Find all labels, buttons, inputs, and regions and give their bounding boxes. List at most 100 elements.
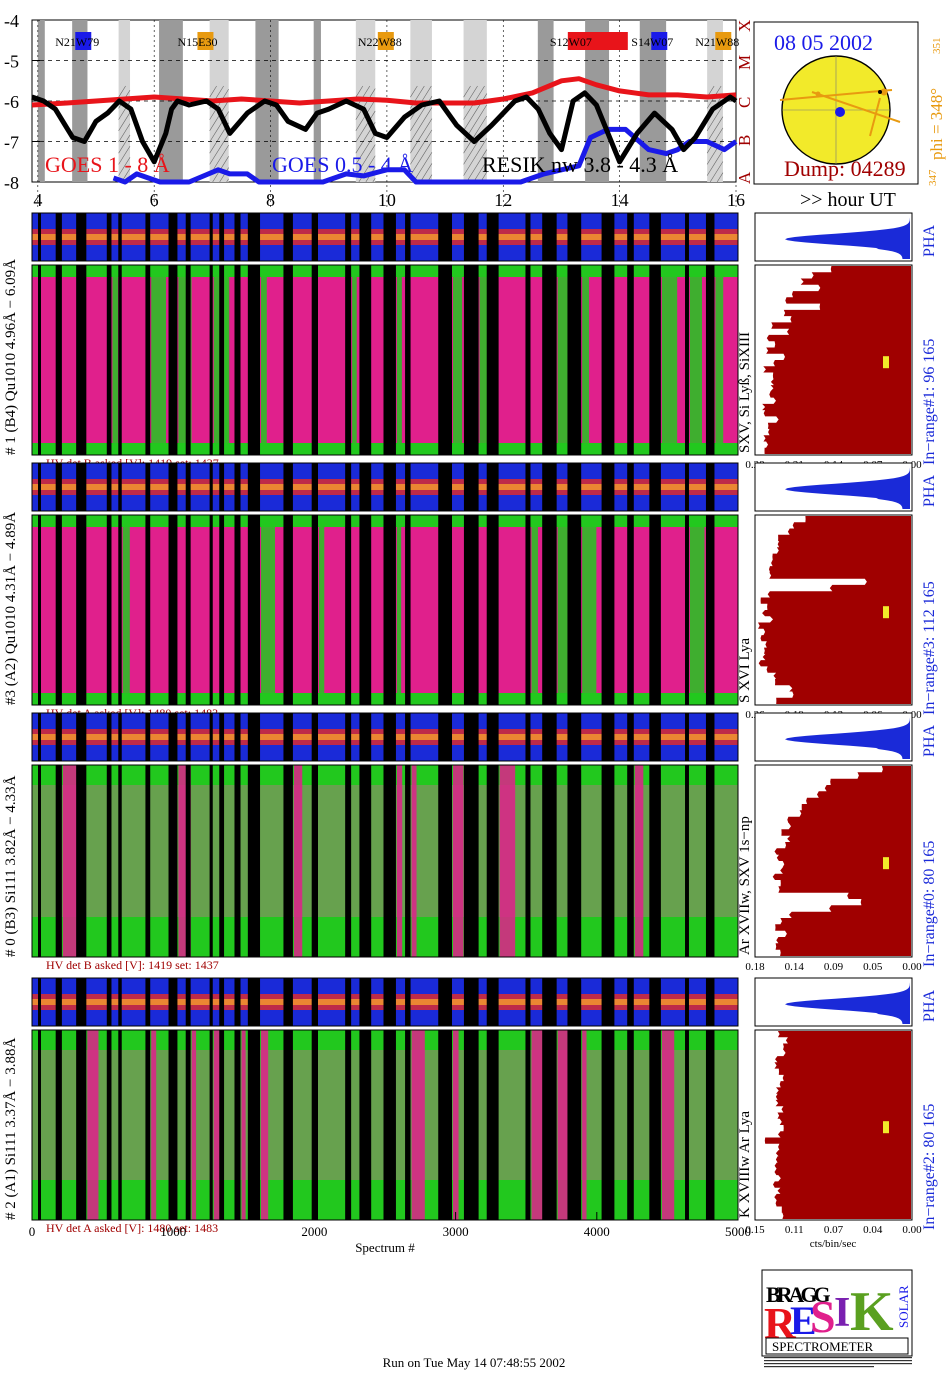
gap-stripe	[106, 978, 112, 1026]
gap-stripe	[627, 765, 634, 957]
gap-stripe	[525, 213, 531, 261]
map-column	[453, 765, 464, 957]
gap-stripe	[601, 713, 615, 761]
phi-text: phi = 348°	[927, 88, 946, 160]
goes-hatch	[355, 133, 376, 165]
goes-class-text: X	[735, 20, 754, 32]
gap-stripe	[542, 265, 557, 455]
gap-stripe	[567, 978, 582, 1026]
gap-stripe	[219, 765, 225, 957]
profile-xtick: 0.09	[824, 961, 844, 973]
gap-stripe	[76, 713, 87, 761]
gap-stripe	[627, 463, 634, 511]
gap-stripe	[168, 265, 178, 455]
goes-hatch	[209, 133, 229, 165]
gap-stripe	[685, 463, 689, 511]
goes-xtick-label: 12	[494, 190, 512, 210]
gap-stripe	[247, 978, 261, 1026]
gap-stripe	[649, 765, 661, 957]
gap-stripe	[567, 463, 582, 511]
logo-banner	[765, 1337, 909, 1355]
gap-stripe	[234, 713, 241, 761]
map-column	[261, 265, 267, 455]
detector-label: #3 (A2) Qu1010 4.31Å − 4.89Å	[3, 511, 19, 705]
goes-hatch	[209, 88, 229, 120]
pha-frame	[31, 712, 739, 762]
gap-stripe	[118, 765, 122, 957]
gap-stripe	[525, 1030, 531, 1220]
gap-stripe	[311, 515, 318, 705]
gap-stripe	[383, 1030, 396, 1220]
gap-stripe	[542, 713, 557, 761]
profile-xtick: 0.15	[745, 1224, 765, 1236]
map-column	[453, 265, 463, 455]
goes-class-label: C	[735, 97, 754, 108]
gap-stripe	[106, 515, 112, 705]
gap-stripe	[106, 713, 112, 761]
goes-hatch	[420, 163, 433, 183]
goes-hatch	[410, 140, 433, 176]
spectrum-tick-label: 0	[29, 1224, 36, 1239]
gap-stripe	[649, 515, 661, 705]
gap-stripe	[118, 213, 122, 261]
map-frame	[31, 1029, 739, 1221]
map-column	[661, 1030, 675, 1220]
gap-stripe	[383, 265, 396, 455]
gap-stripe	[106, 213, 112, 261]
gap-stripe	[55, 265, 62, 455]
gap-stripe	[234, 1030, 241, 1220]
region-swatch	[651, 32, 668, 50]
profile-axis-label: cts/bin/sec	[810, 1238, 857, 1250]
gap-stripe	[627, 515, 634, 705]
gap-stripe	[345, 463, 352, 511]
region-swatch	[715, 32, 732, 50]
goes-class-text: C	[735, 97, 754, 108]
gap-stripe	[627, 1030, 634, 1220]
gap-stripe	[542, 978, 557, 1026]
inrange-label: In−range#3: 112 165	[921, 581, 938, 715]
run-timestamp: Run on Tue May 14 07:48:55 2002	[382, 1355, 566, 1370]
goes-hatch	[118, 145, 131, 165]
region-marker-3	[878, 90, 882, 94]
gap-stripe	[627, 213, 634, 261]
region-label: S14W07	[631, 35, 673, 49]
gap-stripe	[219, 515, 225, 705]
gap-stripe	[705, 213, 715, 261]
logo-solar: SOLAR	[896, 1285, 911, 1328]
logo-solar-text: SOLAR	[896, 1285, 911, 1328]
gap-stripe	[219, 265, 225, 455]
gap-stripe	[209, 213, 213, 261]
gap-stripe	[38, 265, 42, 455]
map-column	[689, 265, 702, 455]
spectral-lines-label: SXV, Si Lyß, SiXIII	[737, 332, 753, 453]
logo-spectrometer: SPECTROMETER	[772, 1339, 873, 1354]
gap-stripe	[311, 1030, 318, 1220]
gap-stripe	[345, 515, 352, 705]
pha-label: PHA	[921, 989, 938, 1022]
profile-xtick: 0.04	[863, 1224, 883, 1236]
spectral-profile	[764, 1031, 911, 1219]
gap-stripe	[601, 213, 615, 261]
gap-stripe	[168, 765, 178, 957]
goes-hatch	[706, 127, 724, 154]
gap-stripe	[106, 1030, 112, 1220]
spectral-panel: HV det A asked [V]: 1480 set: 14830.260.…	[31, 462, 922, 721]
map-frame	[31, 764, 739, 958]
map-column	[352, 265, 357, 455]
gap-stripe	[405, 213, 411, 261]
logo-fineprint	[764, 1357, 912, 1368]
gap-stripe	[685, 1030, 689, 1220]
gap-stripe	[38, 1030, 42, 1220]
phi-bottom-text: 347	[927, 169, 939, 186]
goes-xticks: 4 6 8 10 12 14 16	[33, 190, 745, 210]
gap-stripe	[405, 765, 411, 957]
gap-stripe	[359, 978, 372, 1026]
gap-stripe	[405, 515, 411, 705]
profile-xtick: 0.14	[785, 961, 805, 973]
gap-stripe	[247, 1030, 261, 1220]
gap-stripe	[525, 265, 531, 455]
gap-stripe	[311, 765, 318, 957]
gap-stripe	[405, 1030, 411, 1220]
gap-stripe	[168, 463, 178, 511]
map-frame	[31, 264, 739, 456]
